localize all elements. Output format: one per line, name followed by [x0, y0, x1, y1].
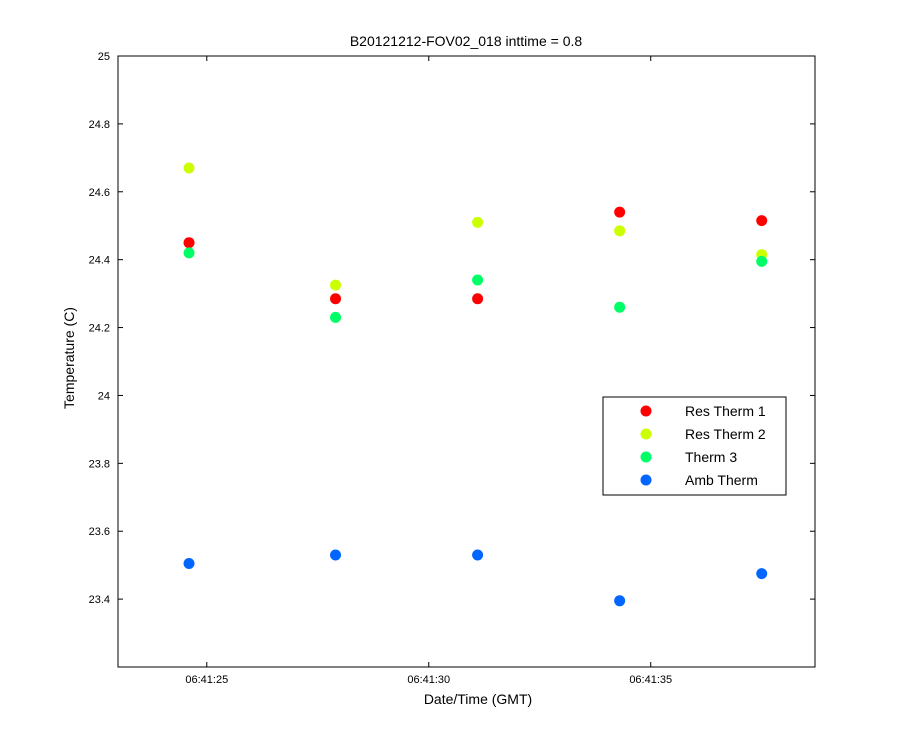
point-amb-therm: [614, 595, 626, 607]
legend-label-res-therm-2: Res Therm 2: [685, 426, 766, 442]
x-tick-label: 06:41:35: [629, 674, 672, 686]
point-therm-3: [330, 311, 342, 323]
x-tick-label: 06:41:30: [407, 674, 450, 686]
legend-marker-res-therm-2: [640, 428, 652, 440]
legend-box: [602, 396, 787, 496]
point-amb-therm: [330, 549, 342, 561]
point-res-therm-2: [614, 225, 626, 237]
x-tick-label: 06:41:25: [185, 674, 228, 686]
legend-marker-therm-3: [640, 451, 652, 463]
chart-title: B20121212-FOV02_018 inttime = 0.8: [350, 33, 583, 49]
point-therm-3: [183, 247, 195, 259]
y-tick-label: 24.2: [89, 323, 110, 335]
y-tick-label: 23.8: [89, 458, 110, 470]
point-amb-therm: [756, 568, 768, 580]
y-tick-label: 25: [98, 51, 110, 63]
point-res-therm-1: [183, 237, 195, 249]
point-res-therm-1: [756, 215, 768, 227]
x-axis-title: Date/Time (GMT): [424, 691, 532, 707]
y-tick-label: 24: [98, 390, 110, 402]
point-therm-3: [472, 274, 484, 286]
legend-label-res-therm-1: Res Therm 1: [685, 403, 766, 419]
y-tick-label: 24.8: [89, 119, 110, 131]
point-res-therm-2: [472, 216, 484, 228]
plot-frame: [117, 55, 816, 668]
legend-label-therm-3: Therm 3: [685, 449, 737, 465]
point-therm-3: [756, 255, 768, 267]
y-tick-label: 23.4: [89, 594, 110, 606]
y-tick-label: 24.6: [89, 187, 110, 199]
point-amb-therm: [472, 549, 484, 561]
legend-marker-amb-therm: [640, 474, 652, 486]
point-res-therm-1: [330, 293, 342, 305]
y-axis-ticks: 23.4 23.6 23.8 24 24.2 24.4 24.6 24.8 25: [89, 51, 815, 606]
point-amb-therm: [183, 557, 195, 569]
point-res-therm-1: [472, 293, 484, 305]
legend: Res Therm 1 Res Therm 2 Therm 3 Amb Therm: [602, 396, 787, 496]
point-res-therm-2: [183, 162, 195, 174]
legend-label-amb-therm: Amb Therm: [685, 472, 758, 488]
y-axis-title: Temperature (C): [61, 307, 77, 409]
y-tick-label: 23.6: [89, 526, 110, 538]
plot-background: [118, 56, 815, 667]
x-axis-ticks: 06:41:25 06:41:30 06:41:35: [185, 56, 672, 686]
point-therm-3: [614, 301, 626, 313]
legend-marker-res-therm-1: [640, 405, 652, 417]
point-res-therm-2: [330, 279, 342, 291]
data-points: [183, 162, 768, 607]
point-res-therm-1: [614, 206, 626, 218]
y-tick-label: 24.4: [89, 255, 110, 267]
